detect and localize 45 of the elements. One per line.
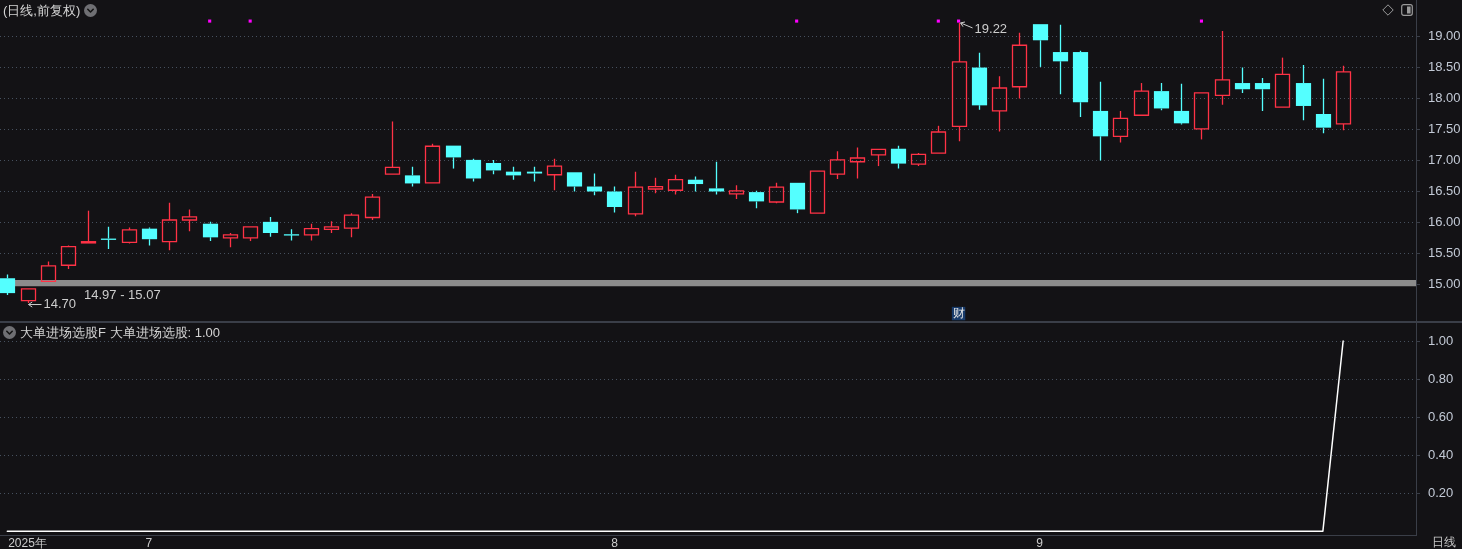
candlestick — [80, 210, 97, 244]
y-tick-label: 18.50 — [1428, 59, 1461, 75]
y-tick-label: 18.00 — [1428, 90, 1461, 106]
annotation: 19.22 — [974, 20, 1008, 36]
y-tick-label: 0.20 — [1428, 484, 1454, 500]
candlestick — [849, 146, 866, 180]
y-tick-label: 17.50 — [1428, 121, 1461, 137]
text: 日线 — [1432, 535, 1456, 549]
y-tick-label: 19.00 — [1428, 28, 1461, 44]
candlestick — [1295, 64, 1312, 121]
y-tick-label: 0.80 — [1428, 370, 1454, 386]
band-label: 14.97 - 15.07 — [84, 287, 161, 303]
y-tick-label: 1.00 — [1428, 332, 1454, 348]
candlestick — [1173, 83, 1190, 124]
candlestick — [161, 201, 178, 252]
candlestick — [951, 22, 968, 142]
y-tick-label: 16.00 — [1428, 214, 1461, 230]
candlestick — [1234, 66, 1251, 94]
x-tick-label: 8 — [611, 535, 619, 549]
candlestick — [546, 157, 563, 191]
data-label: 财 — [952, 305, 965, 320]
candlestick — [971, 52, 988, 111]
y-tick-label: 0.60 — [1428, 408, 1454, 424]
x-tick-label: 7 — [145, 535, 153, 549]
candlestick — [384, 120, 401, 175]
y-tick-label: 0.40 — [1428, 446, 1454, 462]
candlestick — [1254, 77, 1271, 112]
candlestick — [708, 161, 725, 196]
candlestick — [1011, 32, 1028, 100]
candlestick — [1092, 81, 1109, 162]
candlestick — [1214, 30, 1231, 106]
candlestick — [1315, 78, 1332, 134]
chart-title: (日线,前复权) — [3, 3, 81, 18]
y-tick-label: 15.00 — [1428, 276, 1461, 292]
y-tick-label: 17.00 — [1428, 152, 1461, 168]
x-tick-label: 2025年 — [8, 535, 47, 549]
y-tick-label: 15.50 — [1428, 245, 1461, 261]
candlestick — [181, 208, 198, 232]
annotation: 14.70 — [43, 296, 77, 312]
candlestick — [1032, 24, 1049, 68]
x-tick-label: 9 — [1036, 535, 1044, 549]
chart-title: 大单进场选股F 大单进场选股: 1.00 — [20, 325, 221, 340]
candlestick — [1052, 24, 1069, 95]
candlestick — [991, 75, 1008, 133]
y-tick-label: 16.50 — [1428, 183, 1461, 199]
